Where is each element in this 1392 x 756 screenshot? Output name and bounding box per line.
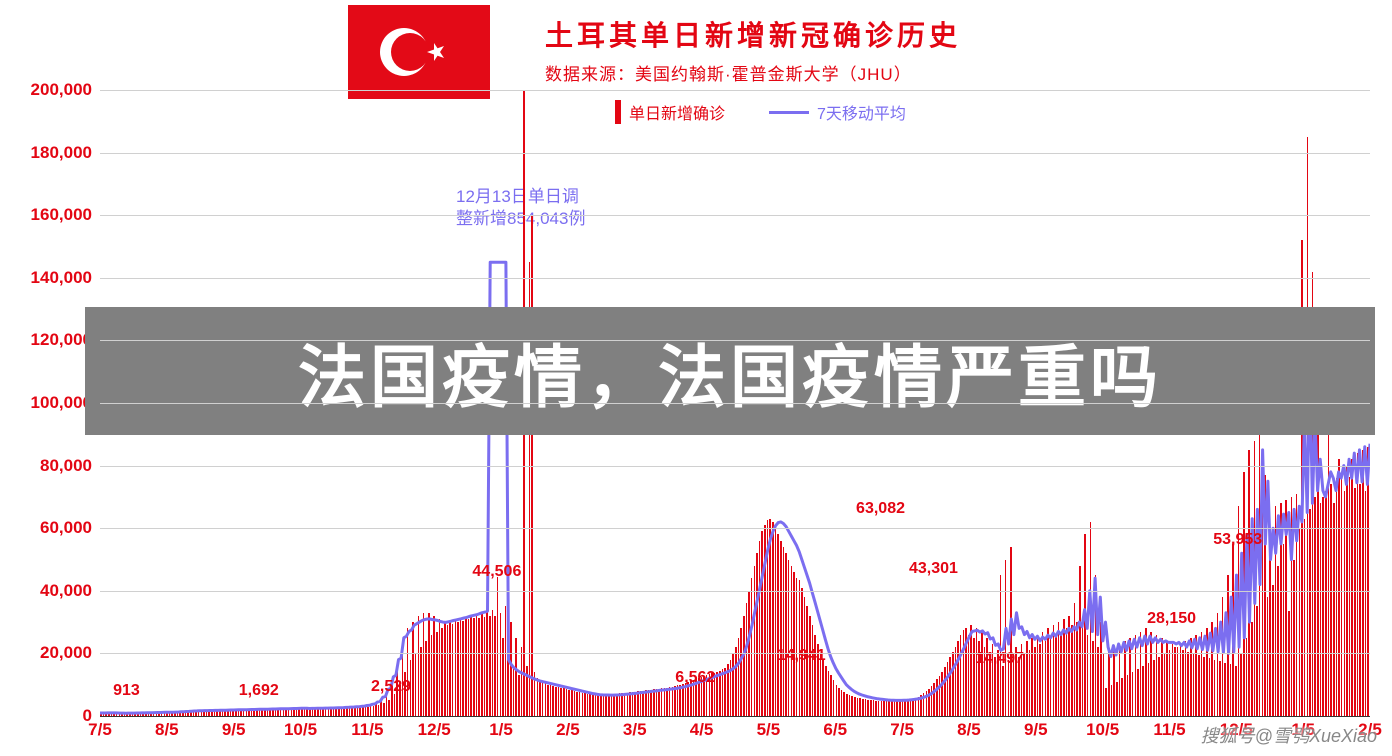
x-tick-label: 9/5 [222,720,246,740]
value-annotation: 14,941 [777,647,826,665]
y-tick-label: 20,000 [12,643,92,663]
gridline [100,340,1370,341]
value-annotation: 913 [113,682,140,700]
gridline [100,278,1370,279]
gridline [100,466,1370,467]
y-tick-label: 80,000 [12,456,92,476]
x-tick-label: 10/5 [1086,720,1119,740]
value-annotation: 2,529 [371,678,411,696]
y-tick-label: 0 [12,706,92,726]
x-tick-label: 7/5 [88,720,112,740]
x-tick-label: 7/5 [890,720,914,740]
y-tick-label: 180,000 [12,143,92,163]
y-tick-label: 120,000 [12,330,92,350]
x-tick-label: 4/5 [690,720,714,740]
x-tick-label: 10/5 [284,720,317,740]
y-tick-label: 200,000 [12,80,92,100]
chart-root: 土耳其单日新增新冠确诊历史 数据来源：美国约翰斯·霍普金斯大学（JHU） 单日新… [0,0,1392,756]
y-tick-label: 40,000 [12,581,92,601]
gridline [100,215,1370,216]
overlay-headline-band: 法国疫情，法国疫情严重吗 [85,307,1375,435]
gridline [100,153,1370,154]
chart-subtitle: 数据来源：美国约翰斯·霍普金斯大学（JHU） [545,60,912,85]
x-tick-label: 3/5 [623,720,647,740]
value-annotation: 53,953 [1213,531,1262,549]
x-tick-label: 8/5 [957,720,981,740]
gridline [100,591,1370,592]
x-tick-label: 12/5 [418,720,451,740]
x-tick-label: 2/5 [556,720,580,740]
overlay-headline-text: 法国疫情，法国疫情严重吗 [298,322,1162,421]
x-tick-label: 8/5 [155,720,179,740]
y-tick-label: 60,000 [12,518,92,538]
x-axis-line [100,716,1370,717]
gridline [100,403,1370,404]
x-tick-label: 11/5 [1153,720,1185,740]
x-tick-label: 5/5 [757,720,781,740]
value-annotation: 28,150 [1147,610,1196,628]
chart-title: 土耳其单日新增新冠确诊历史 [545,14,1345,54]
x-tick-label: 6/5 [823,720,847,740]
x-tick-label: 9/5 [1024,720,1048,740]
value-annotation: 63,082 [856,500,905,518]
x-tick-label: 11/5 [351,720,383,740]
turkey-flag [348,5,490,99]
value-annotation: 6,562 [675,669,715,687]
gridline [100,90,1370,91]
y-tick-label: 160,000 [12,205,92,225]
gridline [100,653,1370,654]
y-tick-label: 140,000 [12,268,92,288]
x-tick-label: 1/5 [489,720,513,740]
source-watermark: 搜狐号@雪鸮XueXiao [1201,722,1377,748]
value-annotation: 1,692 [239,682,279,700]
y-tick-label: 100,000 [12,393,92,413]
value-annotation: 43,301 [909,560,958,578]
gridline [100,528,1370,529]
value-annotation: 44,506 [472,563,521,581]
